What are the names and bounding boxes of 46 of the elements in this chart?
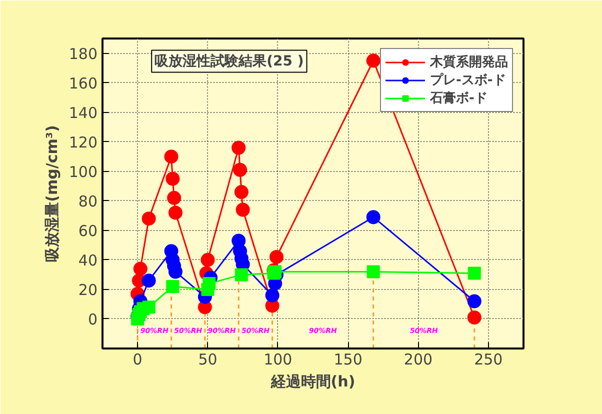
point [265,288,280,302]
point [270,250,284,264]
point [167,190,182,205]
y-tick-label: 60 [78,222,98,240]
point [200,252,215,267]
point [142,300,156,314]
point [366,54,380,68]
point [233,162,248,177]
x-tick-label: 0 [132,350,142,368]
y-tick-label: 40 [78,251,98,270]
legend-label: プレ-スボ-ド [430,72,506,89]
y-tick-label: 140 [68,104,98,122]
y-tick-label: 0 [88,310,98,328]
point [232,140,246,155]
point [234,268,248,282]
point [133,262,148,276]
x-tick-label: 50 [198,350,218,368]
x-tick-label: 100 [264,350,292,368]
y-tick-label: 120 [68,133,98,152]
point [202,277,216,290]
point [168,206,182,220]
x-tick-label: 250 [474,350,503,368]
y-tick-label: 80 [78,192,98,210]
point [467,294,482,308]
point [236,202,250,217]
y-tick-label: 160 [68,74,98,92]
legend-label: 木質系開発品 [430,54,508,71]
x-tick-label: 200 [404,350,433,368]
y-tick-label: 100 [68,162,98,181]
point [234,185,248,200]
y-tick-label: 20 [78,280,98,299]
point [467,310,482,324]
point [142,274,156,288]
point [166,280,180,293]
point [366,210,380,224]
text: 吸放湿性試験結果(25 ) [154,52,304,70]
point [142,212,156,226]
point [366,265,380,278]
point [468,266,481,280]
point [166,172,180,186]
y-tick-label: 180 [68,44,98,63]
y-axis-title: 吸放湿量(mg/cm³) [42,125,61,262]
x-tick-label: 150 [334,350,362,368]
legend-label: 石膏ボ-ド [430,90,488,107]
point [164,150,178,164]
x-axis-title: 経過時間(h) [270,372,356,390]
